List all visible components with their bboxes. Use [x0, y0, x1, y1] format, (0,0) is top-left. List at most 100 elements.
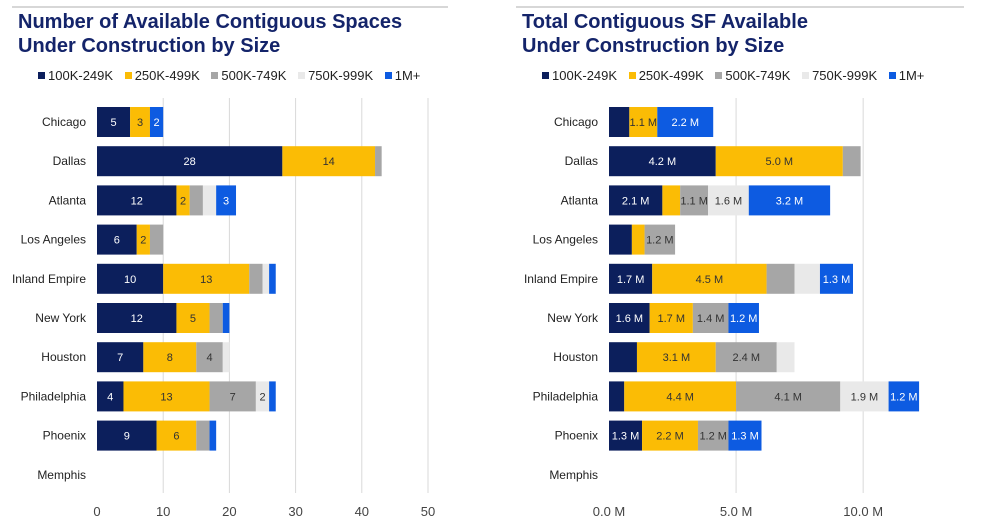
legend-item-1m-plus: 1M+	[384, 68, 421, 83]
bar-atlanta-250k-499k	[662, 185, 681, 216]
legend-label: 500K-749K	[221, 68, 287, 83]
category-label-houston: Houston	[553, 350, 598, 364]
legend-swatch	[542, 72, 549, 79]
data-label: 1.6 M	[616, 313, 644, 325]
bar-houston-500k-749k	[196, 342, 223, 373]
bar-houston-250k-499k	[143, 342, 197, 373]
bar-chicago-250k-499k	[629, 107, 658, 137]
legend-swatch	[124, 72, 132, 79]
bar-new-york-500k-749k	[209, 303, 223, 333]
legend-label: 100K-249K	[48, 68, 114, 83]
bar-houston-750k-999k	[776, 342, 795, 373]
x-tick-label: 0	[93, 504, 100, 519]
legend-item-100k-249k: 100K-249K	[38, 68, 113, 83]
bar-new-york-100k-249k	[97, 303, 177, 333]
bar-atlanta-500k-749k	[189, 185, 203, 216]
bar-atlanta-500k-749k	[680, 185, 709, 216]
category-label-inland-empire: Inland Empire	[12, 272, 86, 286]
data-label: 2	[259, 391, 265, 403]
legend-swatch	[802, 72, 810, 79]
category-label-memphis: Memphis	[549, 468, 598, 482]
data-label: 12	[131, 313, 143, 325]
chart-title-line-1: Total Contiguous SF Available	[522, 11, 808, 33]
category-label-chicago: Chicago	[554, 115, 598, 129]
data-label: 6	[114, 235, 120, 247]
data-label: 1.3 M	[823, 274, 851, 286]
bar-phoenix-100k-249k	[97, 420, 157, 451]
x-tick-label: 10	[156, 504, 170, 519]
legend-label: 250K-499K	[638, 68, 704, 83]
data-label: 13	[200, 274, 212, 286]
legend-item-750k-999k: 750K-999K	[802, 68, 877, 83]
bar-inland-empire-500k-749k	[249, 263, 263, 294]
category-label-atlanta: Atlanta	[561, 193, 599, 207]
category-label-los-angeles: Los Angeles	[533, 233, 598, 247]
bar-houston-500k-749k	[715, 342, 777, 373]
bar-dallas-500k-749k	[842, 146, 861, 177]
bar-los-angeles-250k-499k	[136, 224, 150, 255]
bar-phoenix-250k-499k	[642, 420, 698, 451]
data-label: 7	[230, 391, 236, 403]
bar-inland-empire-100k-249k	[97, 263, 164, 294]
data-label: 12	[131, 195, 143, 207]
category-label-inland-empire: Inland Empire	[524, 272, 598, 286]
bar-atlanta-250k-499k	[176, 185, 190, 216]
legend-total-sf: 100K-249K 250K-499K 500K-749K 750K-999K …	[542, 68, 932, 83]
data-label: 4.4 M	[666, 391, 694, 403]
chart-panel-total-sf: Total Contiguous SF Available Under Cons…	[500, 0, 1000, 528]
bar-phoenix-100k-249k	[609, 420, 643, 451]
data-label: 5.0 M	[766, 156, 794, 168]
x-tick-label: 10.0 M	[843, 504, 883, 519]
category-label-new-york: New York	[547, 311, 599, 325]
legend-item-250k-499k: 250K-499K	[124, 68, 200, 83]
data-label: 13	[160, 391, 172, 403]
data-label: 2.1 M	[622, 195, 650, 207]
x-tick-label: 50	[421, 504, 435, 519]
bar-dallas-250k-499k	[715, 146, 843, 177]
data-label: 1.4 M	[697, 313, 725, 325]
data-label: 1.2 M	[699, 431, 727, 443]
bar-philadelphia-100k-249k	[609, 381, 625, 412]
legend-item-500k-749k: 500K-749K	[211, 68, 286, 83]
bar-atlanta-1m-plus	[748, 185, 831, 216]
bar-chart-total-sf: 0.0 M 5.0 M 10.0 M Chicago 1.1 M 2.2 M Dallas 4…	[524, 98, 920, 519]
legend-label: 750K-999K	[308, 68, 374, 83]
bar-new-york-1m-plus	[222, 303, 230, 333]
bar-inland-empire-1m-plus	[269, 263, 276, 294]
category-label-dallas: Dallas	[565, 154, 598, 168]
bar-inland-empire-250k-499k	[652, 263, 767, 294]
bar-dallas-500k-749k	[375, 146, 382, 177]
legend-label: 1M+	[394, 68, 421, 83]
legend-label: 500K-749K	[725, 68, 791, 83]
bar-chicago-100k-249k	[97, 107, 131, 137]
legend-swatch	[38, 72, 45, 79]
legend-spaces-count: 100K-249K 250K-499K 500K-749K 750K-999K …	[38, 68, 428, 83]
data-label: 2.2 M	[671, 117, 699, 129]
data-label: 1.3 M	[612, 431, 640, 443]
bar-atlanta-750k-999k	[708, 185, 749, 216]
legend-swatch	[628, 72, 636, 79]
legend-swatch	[211, 72, 219, 79]
data-label: 4.1 M	[774, 391, 802, 403]
data-label: 2.4 M	[732, 352, 760, 364]
chart-title-line-1: Number of Available Contiguous Spaces	[18, 11, 403, 33]
bar-phoenix-1m-plus	[209, 420, 217, 451]
bar-philadelphia-250k-499k	[624, 381, 737, 412]
data-label: 1.2 M	[890, 391, 918, 403]
bar-los-angeles-250k-499k	[631, 224, 645, 255]
x-tick-label: 20	[222, 504, 236, 519]
data-label: 4	[206, 352, 212, 364]
bar-dallas-100k-249k	[97, 146, 283, 177]
data-label: 2.2 M	[656, 431, 684, 443]
category-label-chicago: Chicago	[42, 115, 86, 129]
data-label: 2	[180, 195, 186, 207]
bar-los-angeles-100k-249k	[609, 224, 632, 255]
bar-new-york-250k-499k	[176, 303, 210, 333]
category-label-dallas: Dallas	[53, 154, 86, 168]
bar-inland-empire-750k-999k	[262, 263, 270, 294]
data-label: 3	[223, 195, 229, 207]
bar-los-angeles-500k-749k	[149, 224, 164, 255]
legend-item-1m-plus: 1M+	[888, 68, 924, 83]
legend-swatch	[715, 72, 723, 79]
category-label-los-angeles: Los Angeles	[21, 233, 86, 247]
